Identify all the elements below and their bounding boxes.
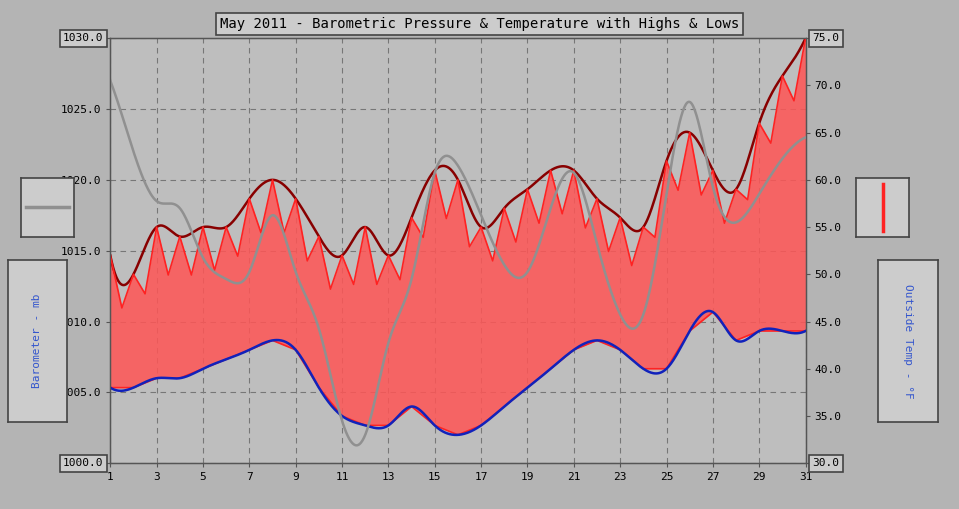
Text: Outside Temp - °F: Outside Temp - °F [903,284,913,399]
Text: Barometer - mb: Barometer - mb [33,294,42,388]
Text: 1000.0: 1000.0 [63,458,104,468]
Text: 1030.0: 1030.0 [63,33,104,43]
Text: May 2011 - Barometric Pressure & Temperature with Highs & Lows: May 2011 - Barometric Pressure & Tempera… [220,17,739,31]
Text: 75.0: 75.0 [812,33,839,43]
Text: 30.0: 30.0 [812,458,839,468]
